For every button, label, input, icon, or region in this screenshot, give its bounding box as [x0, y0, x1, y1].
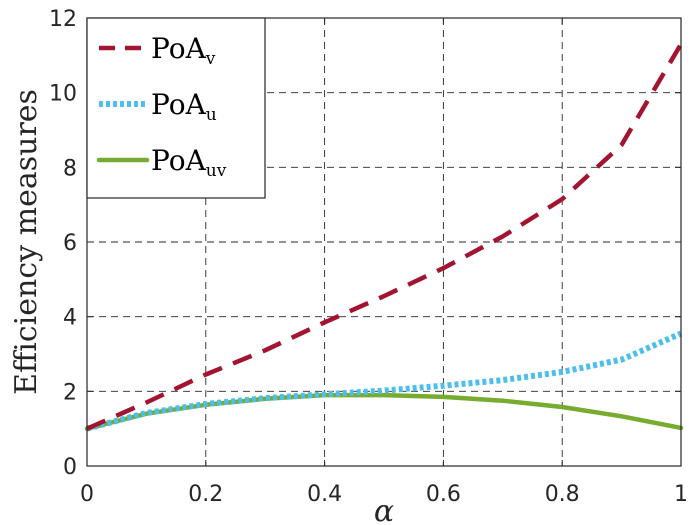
series-lines [84, 42, 684, 432]
y-tick-label: 12 [49, 7, 77, 32]
x-tick-label: 0 [80, 482, 94, 507]
legend-box [86, 17, 266, 199]
x-tick-label: 0.2 [188, 482, 223, 507]
y-tick-label: 8 [63, 156, 77, 181]
x-tick-label: 0.6 [426, 482, 461, 507]
legend-label: PoAv [151, 32, 216, 69]
series-line-poa-u [86, 330, 683, 432]
y-tick-label: 2 [63, 380, 77, 405]
x-axis-title: α [374, 494, 394, 525]
y-tick-label: 10 [49, 82, 77, 107]
y-tick-label: 4 [63, 306, 77, 331]
legend-label: PoAuv [151, 144, 227, 181]
series-line-poa-v [86, 42, 683, 431]
x-tick-label: 0.4 [307, 482, 342, 507]
x-tick-label: 0.8 [545, 482, 580, 507]
y-axis-title: Efficiency measures [9, 89, 44, 395]
x-tick-label: 1 [674, 482, 688, 507]
y-tick-label: 0 [63, 455, 77, 480]
legend-label: PoAu [151, 88, 217, 125]
legend: PoAv PoAu PoAuv [86, 17, 266, 199]
y-tick-label: 6 [63, 231, 77, 256]
